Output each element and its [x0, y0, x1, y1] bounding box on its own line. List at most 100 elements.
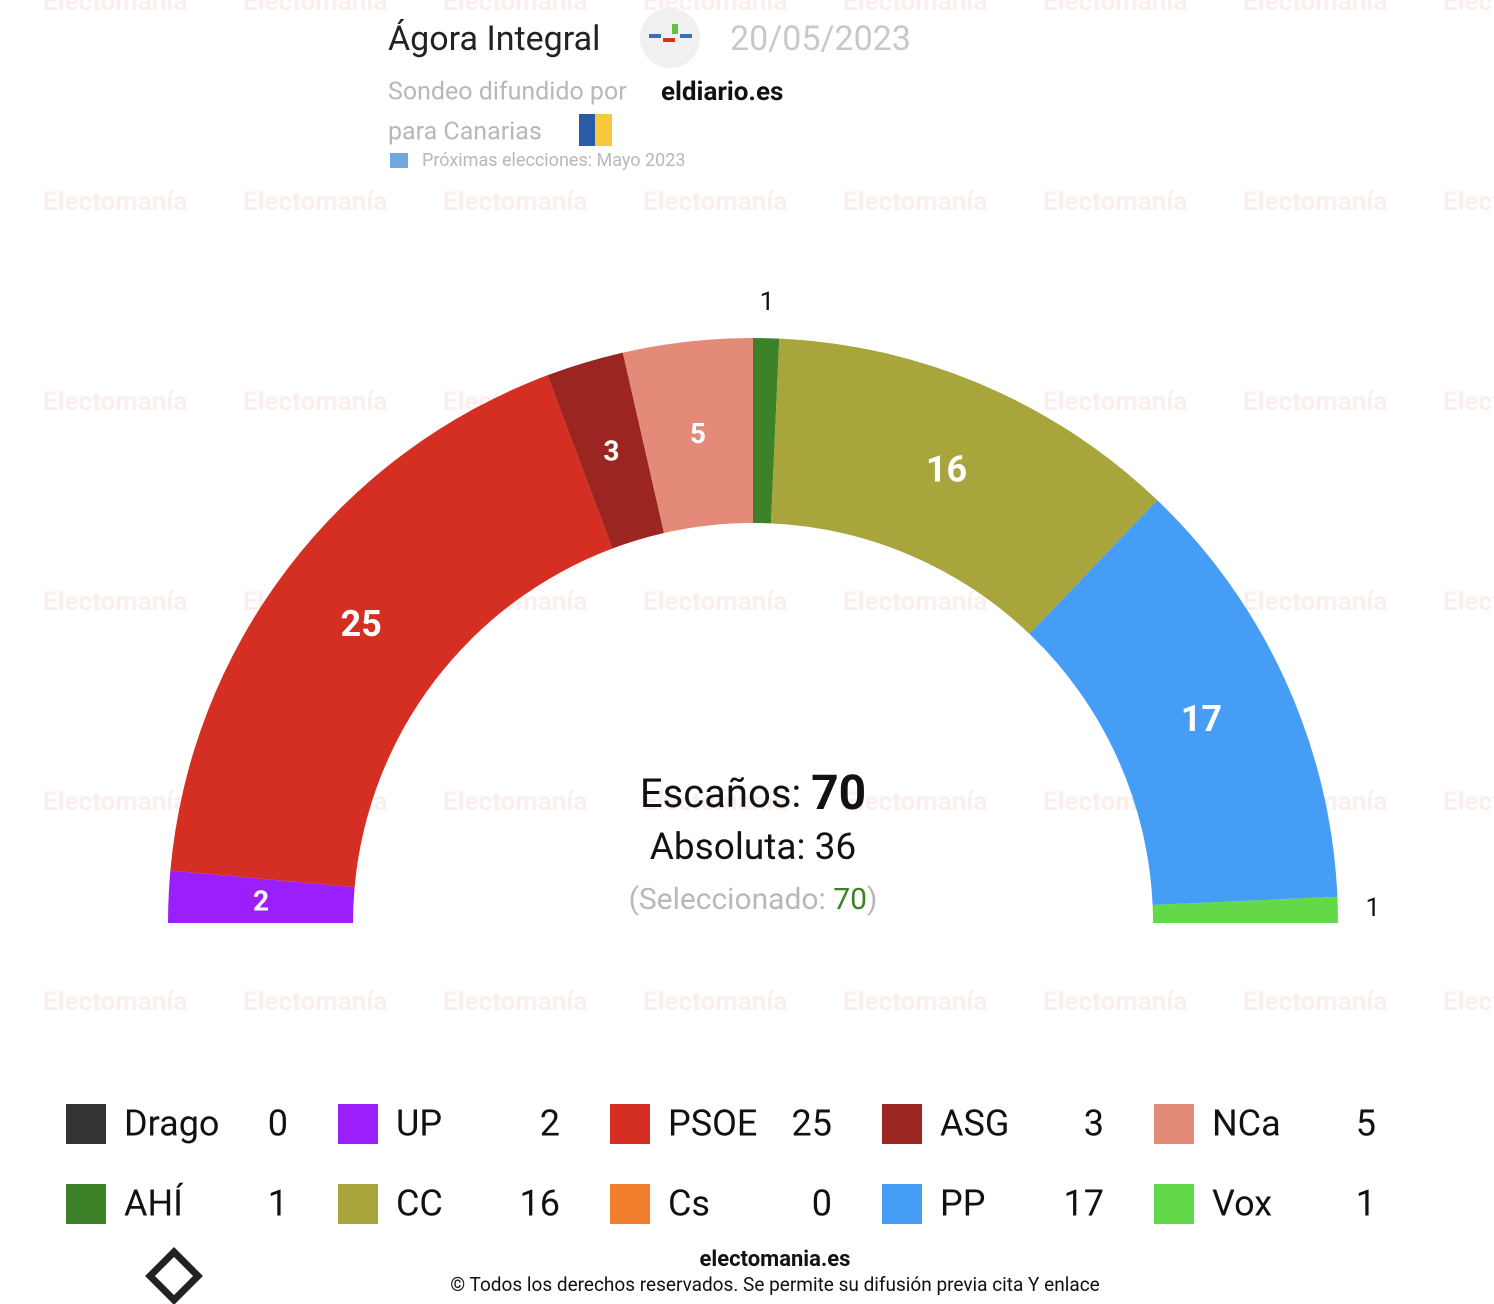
watermark-text: Electomanía — [643, 787, 787, 817]
watermark-text: Electomanía — [43, 187, 187, 217]
legend: Drago 0 UP 2 PSOE 25 ASG 3 NCa 5 AHÍ 1 CC 16 Cs 0 PP 17 Vo… — [66, 1103, 1376, 1225]
legend-value: 25 — [792, 1103, 832, 1145]
seats-line: Escaños: 70 — [640, 764, 866, 821]
watermark-text: Electomanía — [1243, 387, 1387, 417]
ballot-icon — [390, 153, 408, 168]
segment-label: 5 — [690, 417, 706, 450]
watermark-text: Electomanía — [443, 187, 587, 217]
footer-copyright: © Todos los derechos reservados. Se perm… — [450, 1273, 1099, 1296]
flag — [579, 114, 595, 146]
logo-bar — [663, 38, 675, 42]
legend-name: Drago — [124, 1103, 219, 1145]
watermark-text: Electomanía — [1243, 187, 1387, 217]
seat-segment — [170, 375, 613, 888]
watermark-text: Electomanía — [643, 987, 787, 1017]
segment-label: 16 — [926, 449, 967, 491]
seat-segment — [753, 338, 780, 524]
legend-icon — [610, 1184, 650, 1224]
watermark-text: Electomanía — [1443, 187, 1494, 217]
legend-name: PSOE — [668, 1103, 757, 1145]
selected-close: ) — [867, 882, 877, 917]
watermark-text: Electomanía — [243, 387, 387, 417]
watermark-text: Electomanía — [243, 187, 387, 217]
published-by-label: Sondeo difundido por — [388, 78, 627, 107]
poll-date: 20/05/2023 — [730, 19, 911, 59]
watermark-text: Electomanía — [1043, 187, 1187, 217]
majority-label: Absoluta: — [650, 826, 806, 869]
legend-value: 0 — [812, 1183, 832, 1225]
watermark-text: Electomanía — [1043, 387, 1187, 417]
segment-label: 17 — [1181, 698, 1222, 740]
legend-value: 0 — [268, 1103, 288, 1145]
legend-value: 2 — [540, 1103, 560, 1145]
region: para Canarias — [388, 118, 542, 147]
logo-bar — [680, 34, 692, 38]
watermark-text: Electomanía — [43, 587, 187, 617]
legend-name: PP — [940, 1183, 985, 1225]
selected-label: (Seleccionado: — [629, 882, 826, 917]
next-election: Próximas elecciones: Mayo 2023 — [422, 150, 686, 171]
watermark-text: Electomanía — [1243, 587, 1387, 617]
watermark-text: Electomanía — [1443, 587, 1494, 617]
legend-name: AHÍ — [124, 1182, 184, 1225]
seat-segment — [622, 338, 753, 534]
legend-value: 17 — [1064, 1183, 1104, 1225]
watermark-text: Electomanía — [843, 987, 987, 1017]
legend-value: 1 — [268, 1183, 288, 1225]
segment-label: 25 — [340, 603, 381, 645]
parliament: 2 25 3 5 1 16 17 1 — [168, 287, 1380, 923]
legend-icon — [610, 1104, 650, 1144]
pollster: Ágora Integral — [388, 19, 600, 59]
publisher: eldiario.es — [661, 77, 783, 107]
legend-name: NCa — [1212, 1103, 1281, 1145]
legend-icon — [882, 1184, 922, 1224]
legend-icon — [66, 1184, 106, 1224]
legend-icon — [1154, 1104, 1194, 1144]
selected: 70 — [833, 882, 867, 917]
logo-bar — [672, 24, 678, 34]
legend-icon — [882, 1104, 922, 1144]
seats-label: Escaños: — [640, 770, 801, 817]
legend-value: 16 — [520, 1183, 560, 1225]
watermark-text: Electomanía — [43, 787, 187, 817]
watermark-text: Electomanía — [843, 187, 987, 217]
site-logo — [145, 1247, 203, 1304]
legend-name: ASG — [940, 1103, 1009, 1145]
segment-label: 1 — [1366, 893, 1381, 923]
watermark-text: Electomanía — [643, 587, 787, 617]
watermark-text: Electomanía — [843, 787, 987, 817]
legend-icon — [66, 1104, 106, 1144]
logo-bar — [649, 34, 661, 38]
watermark-text: Electomanía — [243, 987, 387, 1017]
watermark-text: Electomanía — [1043, 987, 1187, 1017]
watermark-text: Electomanía — [1443, 387, 1494, 417]
legend-value: 1 — [1356, 1183, 1376, 1225]
legend-icon — [338, 1184, 378, 1224]
watermark-text: Electomanía — [43, 0, 187, 17]
watermark-text: Electomanía — [443, 0, 587, 17]
watermark-text: Electomanía — [643, 187, 787, 217]
watermark-text: Electomanía — [843, 0, 987, 17]
watermark-text: Electomanía — [43, 387, 187, 417]
legend-name: Vox — [1212, 1183, 1272, 1225]
segment-label: 3 — [603, 435, 619, 468]
majority-line: Absoluta: 36 — [650, 826, 856, 869]
legend-name: CC — [396, 1183, 443, 1225]
watermark-text: Electomanía — [1243, 0, 1387, 17]
legend-icon — [1154, 1184, 1194, 1224]
legend-value: 5 — [1356, 1103, 1376, 1145]
watermark-text: Electomanía — [243, 0, 387, 17]
segment-label: 1 — [760, 287, 775, 317]
watermark-text: Electomanía — [1443, 0, 1494, 17]
seat-segment — [168, 870, 355, 923]
legend-value: 3 — [1084, 1103, 1104, 1145]
watermark-text: Electomanía — [1443, 987, 1494, 1017]
seat-segment — [770, 338, 1158, 634]
watermark-text: Electomanía — [1043, 0, 1187, 17]
footer-site: electomania.es — [700, 1247, 851, 1272]
watermark-text: Electomanía — [843, 587, 987, 617]
watermark-text: Electomanía — [1443, 787, 1494, 817]
watermark-text: Electomanía — [443, 987, 587, 1017]
legend-icon — [338, 1104, 378, 1144]
